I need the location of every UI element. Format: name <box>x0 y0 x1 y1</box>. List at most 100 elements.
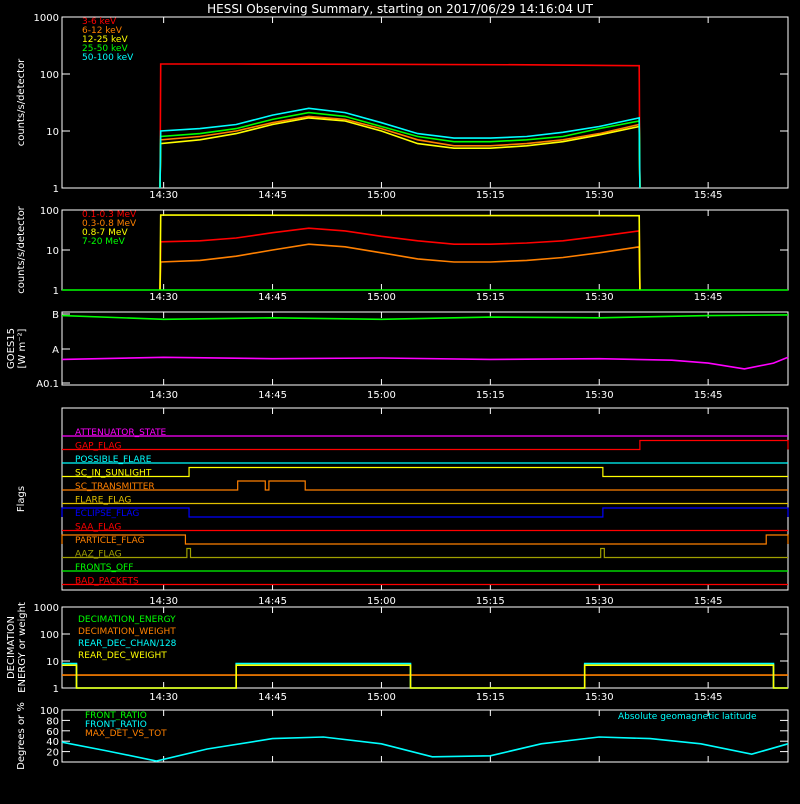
y-tick-label: 80 <box>46 716 59 727</box>
time-tick-label: 15:00 <box>367 292 396 303</box>
y-tick-label: 0 <box>53 758 59 769</box>
series-line <box>159 115 641 189</box>
time-tick-label: 15:15 <box>476 596 505 607</box>
flag-label: ECLIPSE_FLAG <box>75 509 139 519</box>
y-tick-label: 10 <box>46 127 59 138</box>
time-tick-label: 15:00 <box>367 390 396 401</box>
flag-label: AAZ_FLAG <box>75 550 122 560</box>
y-axis-label: Flags <box>16 486 27 512</box>
time-tick-label: 15:30 <box>585 190 614 201</box>
time-tick-label: 14:30 <box>149 292 178 303</box>
panel-frame <box>61 709 789 763</box>
flag-label: FLARE_FLAG <box>75 496 131 506</box>
y-tick-label: 100 <box>40 70 59 81</box>
legend-entry: FRONT_RATIO <box>85 720 147 730</box>
plot-title: HESSI Observing Summary, starting on 201… <box>207 2 593 16</box>
y-tick-label: 40 <box>46 737 59 748</box>
legend-entry: REAR_DEC_WEIGHT <box>78 651 167 661</box>
panel-frame <box>61 209 789 291</box>
y-axis-label: DECIMATION <box>6 616 17 679</box>
legend-entry: 25-50 keV <box>82 44 128 54</box>
panel-frame <box>61 311 789 386</box>
y-tick-label: 1 <box>53 684 59 695</box>
flag-label: ATTENUATOR_STATE <box>75 428 167 438</box>
y-tick-label: 10 <box>46 246 59 257</box>
time-tick-label: 15:00 <box>367 190 396 201</box>
series-line <box>159 117 641 189</box>
panel-frame <box>61 16 789 189</box>
time-tick-label: 14:45 <box>258 190 287 201</box>
y-axis-label-2: ENERGY or weight <box>17 602 28 693</box>
legend-entry: FRONT_RATIO <box>85 711 147 721</box>
legend-entry: 3-6 keV <box>82 17 117 27</box>
panel-2 <box>61 209 789 291</box>
time-tick-label: 15:45 <box>694 596 723 607</box>
y-tick-label: 100 <box>40 206 59 217</box>
time-tick-label: 15:45 <box>694 292 723 303</box>
y-tick-label: 1000 <box>34 13 59 24</box>
time-tick-label: 15:15 <box>476 692 505 703</box>
y-axis-label: counts/s/detector <box>16 205 27 293</box>
panel-6 <box>61 709 789 763</box>
panel-3 <box>61 311 789 386</box>
y-tick-label: 100 <box>40 630 59 641</box>
y-axis-label: counts/s/detector <box>16 58 27 146</box>
legend-entry: 6-12 keV <box>82 26 123 36</box>
panel-frame <box>61 407 789 591</box>
series-line <box>159 227 641 291</box>
series-line <box>159 107 641 189</box>
series-line <box>61 314 789 321</box>
legend-entry: 0.3-0.8 MeV <box>82 219 137 229</box>
time-tick-label: 14:30 <box>149 596 178 607</box>
legend-entry: DECIMATION_WEIGHT <box>78 627 176 637</box>
time-tick-label: 15:15 <box>476 292 505 303</box>
y-tick-label: 100 <box>40 706 59 717</box>
flag-line <box>62 480 788 491</box>
flag-label: GAP_FLAG <box>75 442 121 452</box>
flag-label: FRONTS_OFF <box>75 563 133 573</box>
flag-label: SC_IN_SUNLIGHT <box>75 469 152 479</box>
time-tick-label: 14:30 <box>149 692 178 703</box>
y-tick-label: 1000 <box>34 603 59 614</box>
flag-line <box>62 439 789 451</box>
legend-entry: 0.1-0.3 MeV <box>82 210 137 220</box>
y-tick-label: 10 <box>46 657 59 668</box>
time-tick-label: 14:45 <box>258 596 287 607</box>
legend-entry: DECIMATION_ENERGY <box>78 615 176 625</box>
time-tick-label: 15:45 <box>694 190 723 201</box>
flag-label: SAA_FLAG <box>75 523 121 533</box>
y-tick-label: 20 <box>46 748 59 759</box>
flag-line <box>62 547 788 559</box>
time-tick-label: 15:30 <box>585 596 614 607</box>
y-tick-label: 60 <box>46 727 59 738</box>
time-tick-label: 15:30 <box>585 292 614 303</box>
y-tick-label: 1 <box>53 286 59 297</box>
series-line <box>159 243 641 291</box>
series-line <box>61 356 789 370</box>
legend-entry: REAR_DEC_CHAN/128 <box>78 639 177 649</box>
flag-label: PARTICLE_FLAG <box>75 536 145 546</box>
y-tick-label: B <box>52 310 59 321</box>
time-tick-label: 15:45 <box>694 692 723 703</box>
time-tick-label: 14:45 <box>258 692 287 703</box>
legend-entry: 12-25 keV <box>82 35 128 45</box>
time-tick-label: 14:30 <box>149 190 178 201</box>
time-tick-label: 15:00 <box>367 692 396 703</box>
time-tick-label: 15:15 <box>476 390 505 401</box>
series-line <box>159 111 641 189</box>
y-tick-label: 1 <box>53 184 59 195</box>
time-tick-label: 14:30 <box>149 390 178 401</box>
time-tick-label: 15:15 <box>476 190 505 201</box>
series-line <box>159 214 641 291</box>
time-tick-label: 15:30 <box>585 692 614 703</box>
time-tick-label: 14:45 <box>258 292 287 303</box>
flag-label: SC_TRANSMITTER <box>75 482 155 492</box>
y-tick-label: A0.1 <box>36 379 59 390</box>
time-tick-label: 15:45 <box>694 390 723 401</box>
series-line <box>159 63 641 189</box>
y-axis-label: GOES15 <box>6 328 17 369</box>
y-axis-label-2: [W m⁻²] <box>17 328 28 368</box>
flag-line <box>62 466 788 478</box>
legend-entry: MAX_DET_VS_TOT <box>85 729 167 739</box>
